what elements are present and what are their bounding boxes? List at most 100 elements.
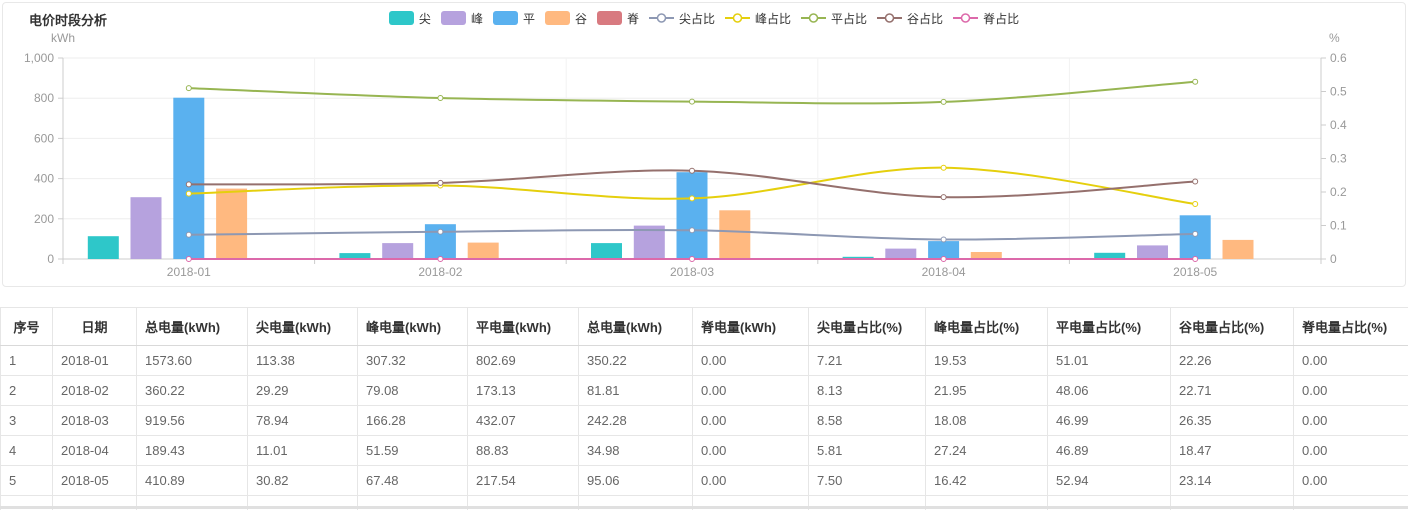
x-axis-category-label: 2018-04 — [922, 265, 966, 279]
legend-item-谷占比[interactable]: 谷占比 — [877, 10, 943, 27]
column-header-7: 总电量(kWh) — [578, 307, 693, 346]
cell-r3-c7: 242.28 — [578, 405, 693, 436]
x-axis-category-label: 2018-01 — [167, 265, 211, 279]
marker-脊占比 — [1192, 256, 1199, 262]
bar-峰 — [130, 197, 162, 259]
column-header-6: 平电量(kWh) — [467, 307, 579, 346]
marker-脊占比 — [689, 256, 695, 262]
bar-峰 — [885, 248, 917, 259]
cell-r1-c13: 0.00 — [1293, 345, 1408, 376]
legend-item-峰[interactable]: 峰 — [440, 10, 483, 27]
right-axis-label: 0 — [1330, 252, 1337, 266]
cell-r1-c9: 7.21 — [808, 345, 926, 376]
legend-item-脊[interactable]: 脊 — [596, 10, 639, 27]
bar-平 — [676, 172, 708, 259]
cell-r4-c7: 34.98 — [578, 435, 693, 466]
cell-r4-c6: 88.83 — [467, 435, 579, 466]
left-axis-label: 1,000 — [24, 51, 54, 65]
chart-legend: 尖 峰 平 谷 脊 尖占比 峰占比 平占比 谷占比 脊占比 — [123, 8, 1285, 28]
cell-r1-c7: 350.22 — [578, 345, 693, 376]
bar-平 — [1179, 215, 1211, 259]
cell-r4-c11: 46.89 — [1047, 435, 1171, 466]
legend-item-平[interactable]: 平 — [492, 10, 535, 27]
legend-line-icon — [725, 13, 751, 23]
cell-r3-c6: 432.07 — [467, 405, 579, 436]
bar-尖 — [1094, 252, 1126, 259]
bar-尖 — [339, 253, 371, 259]
column-header-13: 脊电量占比(%) — [1293, 307, 1408, 346]
right-axis-label: 0.3 — [1330, 152, 1347, 166]
legend-item-峰占比[interactable]: 峰占比 — [725, 10, 791, 27]
legend-label: 平占比 — [831, 11, 868, 26]
cell-r3-c9: 8.58 — [808, 405, 926, 436]
legend-item-脊占比[interactable]: 脊占比 — [953, 10, 1019, 27]
marker-脊占比 — [940, 256, 947, 262]
cell-r5-c5: 67.48 — [357, 465, 468, 496]
bar-谷 — [467, 242, 499, 259]
column-header-10: 峰电量占比(%) — [925, 307, 1048, 346]
x-axis-category-label: 2018-03 — [670, 265, 714, 279]
legend-line-icon — [801, 13, 827, 23]
cell-r5-c12: 23.14 — [1170, 465, 1294, 496]
table-row-2: 2 2018-02 360.22 29.29 79.08 173.13 81.81 0.00 8… — [0, 375, 1408, 406]
bar-尖 — [87, 236, 119, 259]
cell-r5-c8: 0.00 — [692, 465, 809, 496]
right-axis-label: 0.5 — [1330, 85, 1347, 99]
cell-r2-c13: 0.00 — [1293, 375, 1408, 406]
cell-r1-c1: 1 — [0, 345, 53, 376]
cell-r5-c6: 217.54 — [467, 465, 579, 496]
marker-峰占比 — [1192, 201, 1199, 207]
cell-r4-c1: 4 — [0, 435, 53, 466]
left-axis-label: 400 — [34, 172, 54, 186]
legend-item-尖占比[interactable]: 尖占比 — [649, 10, 715, 27]
legend-label: 尖占比 — [679, 11, 716, 26]
legend-bar-swatch — [388, 11, 414, 25]
cell-r5-c7: 95.06 — [578, 465, 693, 496]
left-axis-label: 200 — [34, 212, 54, 226]
marker-谷占比 — [185, 181, 192, 188]
table-header-row: 序号 日期 总电量(kWh) 尖电量(kWh) 峰电量(kWh) 平电量(kWh) 总电量(… — [0, 307, 1408, 346]
legend-label: 谷 — [574, 11, 587, 26]
marker-尖占比 — [437, 228, 444, 235]
chart-canvas: 0 200 400 600 800 1,000 0 0.1 0.2 0.3 0.4 0.5 0.6 201… — [24, 31, 1347, 279]
right-axis-label: 0.1 — [1330, 219, 1347, 233]
legend-line-icon — [649, 13, 674, 23]
legend-item-谷[interactable]: 谷 — [544, 10, 587, 27]
legend-label: 峰占比 — [755, 11, 792, 26]
cell-r2-c7: 81.81 — [578, 375, 693, 406]
legend-bar-swatch — [440, 11, 466, 25]
right-axis-label: 0.2 — [1330, 185, 1347, 199]
bar-谷 — [970, 252, 1002, 259]
cell-r5-c1: 5 — [0, 465, 53, 496]
data-table-container: 序号 日期 总电量(kWh) 尖电量(kWh) 峰电量(kWh) 平电量(kWh) 总电量(… — [0, 307, 1408, 510]
legend-label: 谷占比 — [907, 11, 944, 26]
cell-r5-c13: 0.00 — [1293, 465, 1408, 496]
legend-line-icon — [877, 13, 903, 23]
cell-r2-c8: 0.00 — [692, 375, 809, 406]
cell-r2-c10: 21.95 — [925, 375, 1048, 406]
legend-item-尖[interactable]: 尖 — [388, 10, 431, 27]
chart-title: 电价时段分析 — [29, 13, 108, 28]
cell-r2-c2: 2018-02 — [52, 375, 137, 406]
cell-r2-c1: 2 — [0, 375, 53, 406]
cell-r1-c12: 22.26 — [1170, 345, 1294, 376]
x-axis-category-label: 2018-05 — [1173, 265, 1217, 279]
cell-r1-c3: 1573.60 — [136, 345, 248, 376]
table-footer-divider — [0, 506, 1408, 509]
marker-峰占比 — [689, 195, 695, 202]
cell-r3-c5: 166.28 — [357, 405, 468, 436]
table-row-4: 4 2018-04 189.43 11.01 51.59 88.83 34.98 0.00 5.… — [0, 435, 1408, 466]
cell-r3-c12: 26.35 — [1170, 405, 1294, 436]
right-axis-label: 0.4 — [1330, 118, 1347, 132]
cell-r5-c3: 410.89 — [136, 465, 248, 496]
cell-r5-c9: 7.50 — [808, 465, 926, 496]
legend-label: 尖 — [418, 11, 431, 26]
left-axis-label: 600 — [34, 131, 54, 145]
marker-平占比 — [689, 98, 695, 105]
cell-r1-c4: 113.38 — [247, 345, 358, 376]
bar-尖 — [842, 256, 874, 259]
legend-item-平占比[interactable]: 平占比 — [801, 10, 867, 27]
cell-r5-c4: 30.82 — [247, 465, 358, 496]
cell-r3-c8: 0.00 — [692, 405, 809, 436]
marker-峰占比 — [940, 164, 947, 171]
